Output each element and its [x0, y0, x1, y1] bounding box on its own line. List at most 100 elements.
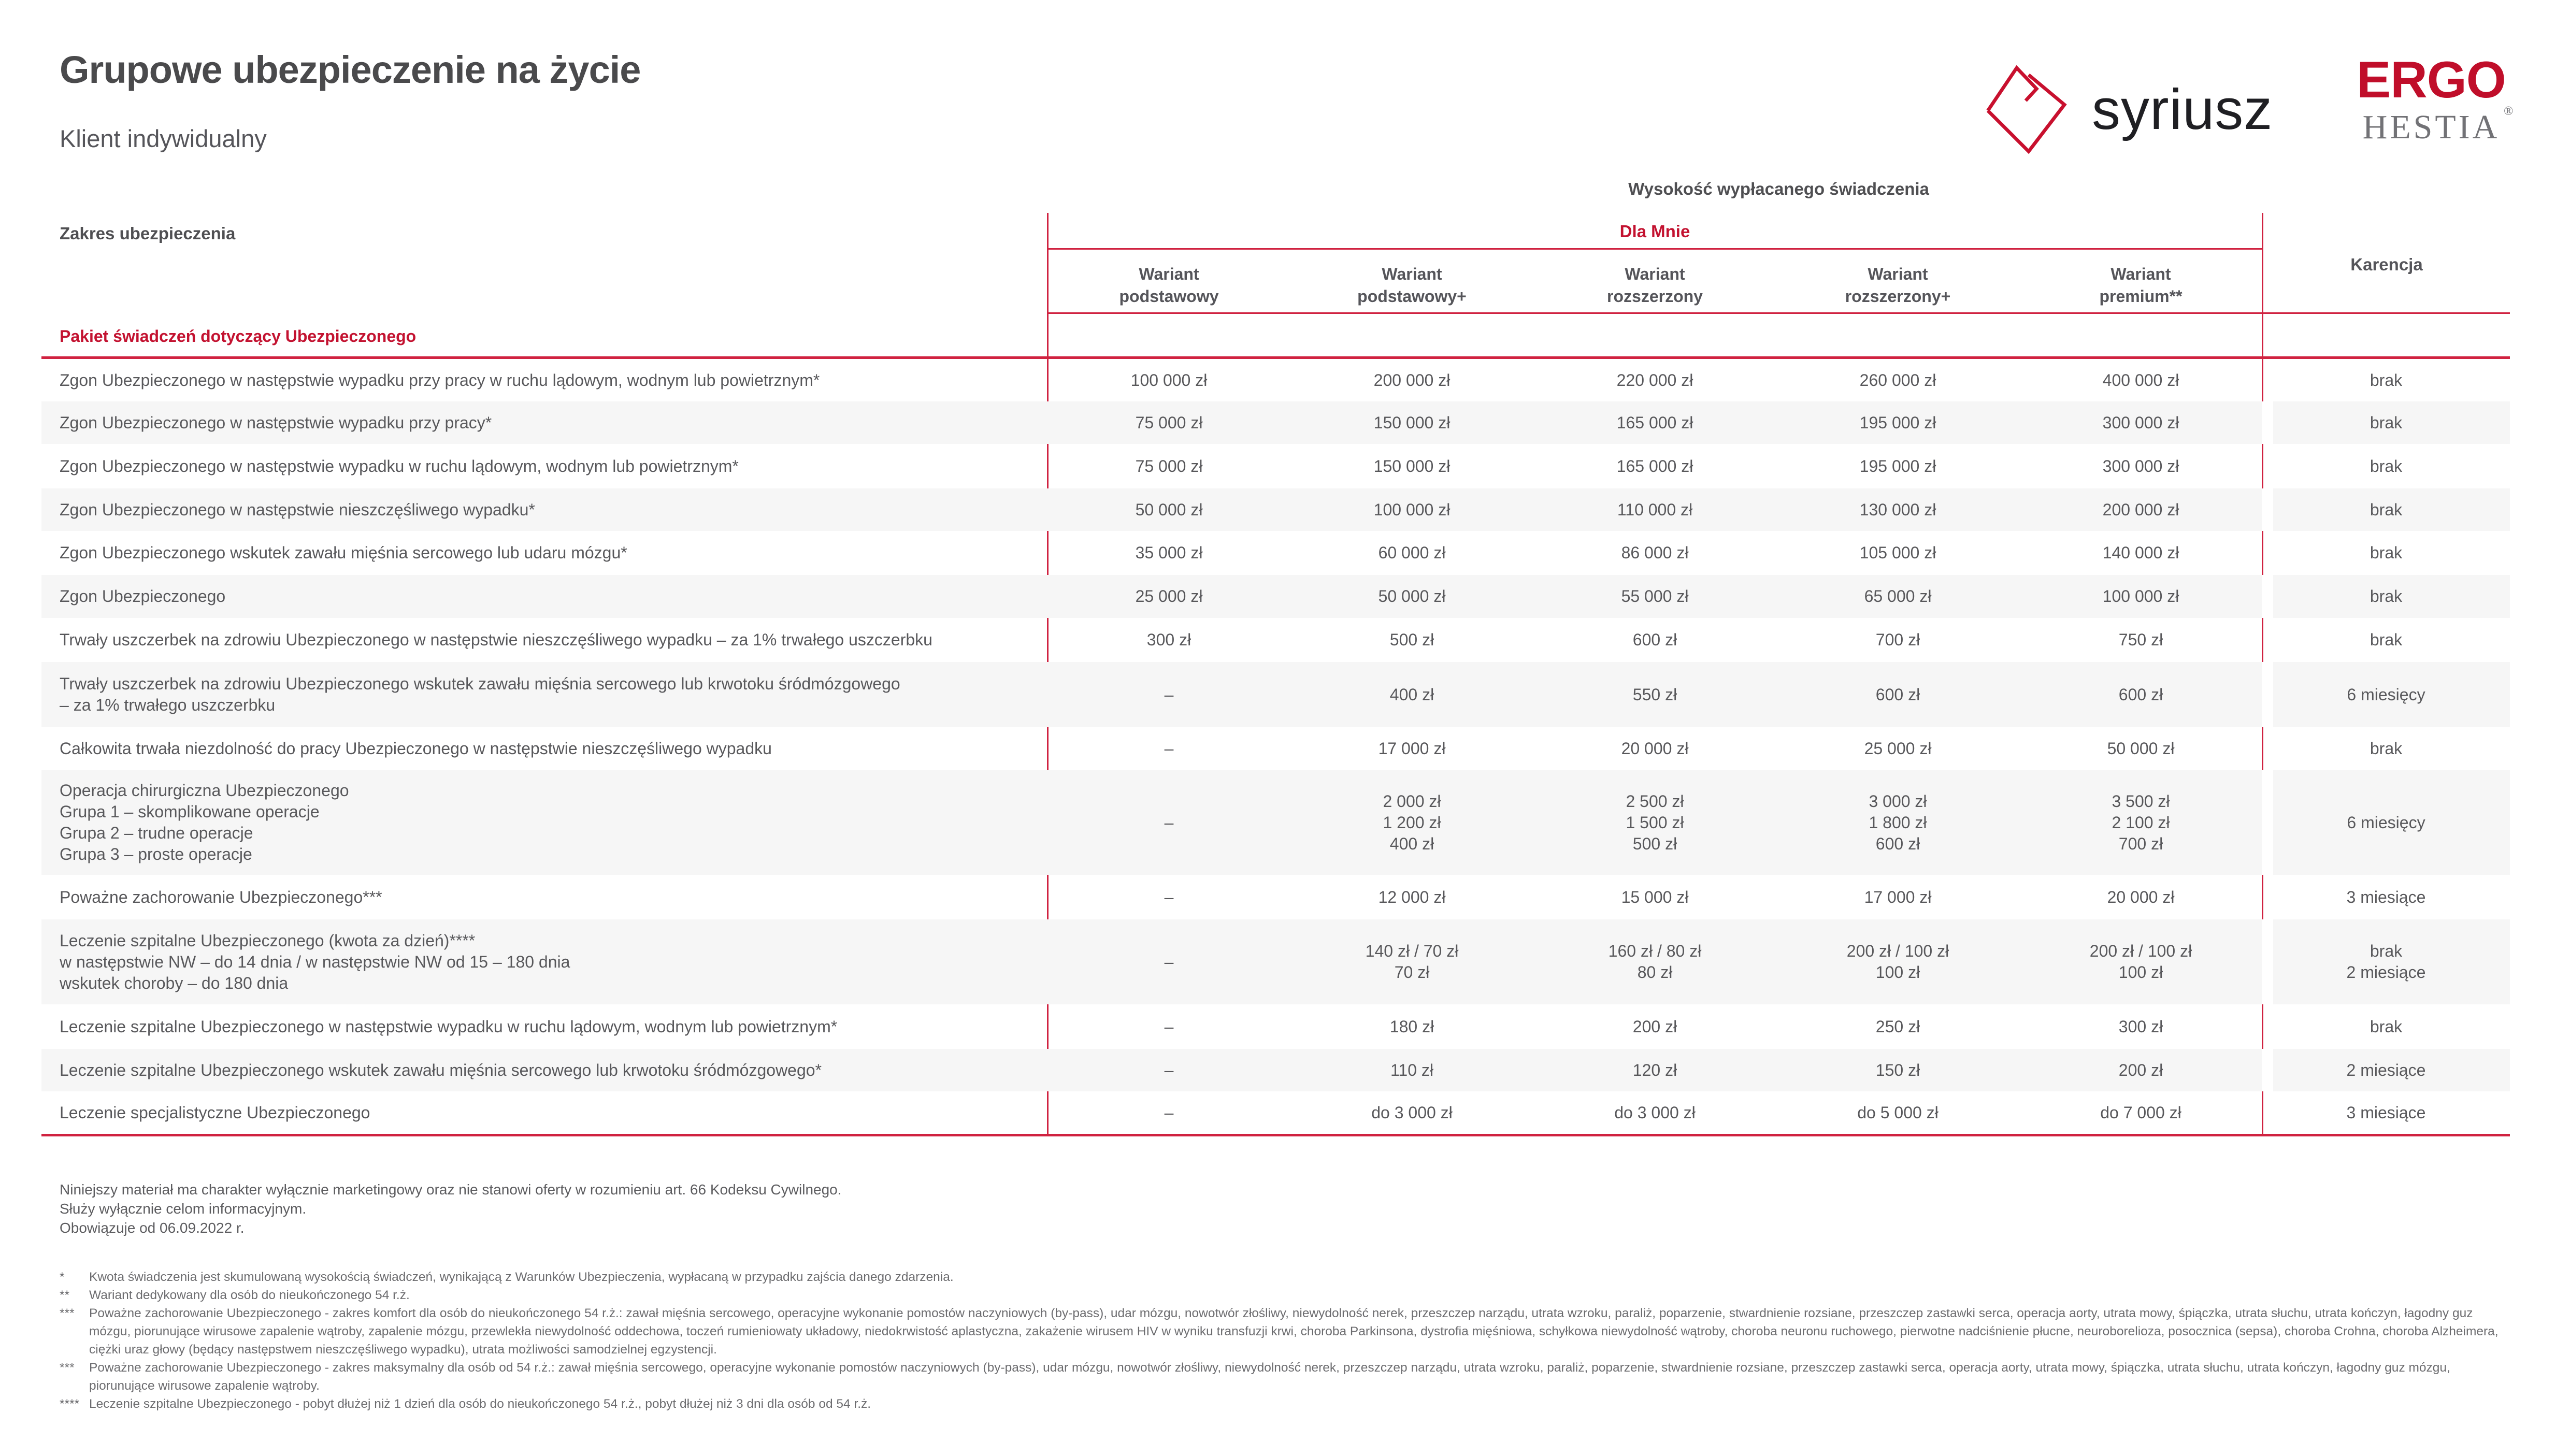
table-row: Zgon Ubezpieczonego wskutek zawału mięśn… — [41, 531, 2510, 575]
value-cell: 65 000 zł — [1864, 587, 1932, 606]
table-row: Zgon Ubezpieczonego w następstwie wypadk… — [41, 444, 2510, 488]
coverage-label: Leczenie szpitalne Ubezpieczonego w nast… — [60, 1017, 838, 1036]
footnote-marker: **** — [60, 1397, 80, 1411]
karencja-cell: brak — [2370, 456, 2403, 475]
footnotes: * Kwota świadczenia jest skumulowaną wys… — [60, 1268, 2515, 1413]
table-row: Poważne zachorowanie Ubezpieczonego*** –… — [41, 875, 2510, 919]
registered-trademark-icon: ® — [2504, 105, 2514, 118]
karencja-cell: brak — [2370, 500, 2403, 519]
value-cell: 25 000 zł — [1135, 587, 1203, 606]
syriusz-wordmark: syriusz — [2092, 77, 2273, 141]
value-cell: 500 zł — [1389, 630, 1434, 649]
variant-header-premium: Wariant premium** — [2099, 265, 2183, 306]
value-cell: 25 000 zł — [1864, 739, 1932, 758]
coverage-label: Operacja chirurgiczna Ubezpieczonego Gru… — [60, 781, 349, 863]
benefit-amount-header: Wysokość wypłacanego świadczenia — [1628, 179, 1929, 198]
value-cell: 600 zł — [1875, 685, 1920, 704]
value-cell: 55 000 zł — [1621, 587, 1689, 606]
rule-under-section — [41, 356, 2510, 359]
value-cell: 180 zł — [1389, 1017, 1434, 1036]
value-cell: 260 000 zł — [1859, 370, 1936, 390]
dla-mnie-header: Dla Mnie — [1619, 222, 1690, 241]
karencja-cell: brak — [2370, 739, 2403, 758]
karencja-cell: 6 miesięcy — [2347, 813, 2425, 832]
karencja-cell: 6 miesięcy — [2347, 685, 2425, 704]
value-cell: do 7 000 zł — [2100, 1103, 2181, 1122]
value-cell: 195 000 zł — [1859, 413, 1936, 432]
value-cell: do 3 000 zł — [1614, 1103, 1696, 1122]
karencja-cell: brak — [2370, 413, 2403, 432]
coverage-label: Zgon Ubezpieczonego — [60, 587, 226, 606]
table-row: Trwały uszczerbek na zdrowiu Ubezpieczon… — [41, 618, 2510, 662]
value-cell: 140 zł / 70 zł 70 zł — [1365, 942, 1459, 982]
value-cell: 3 000 zł 1 800 zł 600 zł — [1869, 791, 1927, 853]
value-cell: 17 000 zł — [1864, 887, 1932, 906]
karencja-cell: brak — [2370, 630, 2403, 649]
value-cell: 140 000 zł — [2102, 543, 2179, 562]
table-row: Leczenie szpitalne Ubezpieczonego w nast… — [41, 1004, 2510, 1049]
value-cell: 200 zł — [1632, 1017, 1677, 1036]
footnote-text: Poważne zachorowanie Ubezpieczonego - za… — [89, 1306, 2499, 1357]
value-cell: 35 000 zł — [1135, 543, 1203, 562]
coverage-label: Całkowita trwała niezdolność do pracy Ub… — [60, 739, 772, 758]
rule-under-variants — [1047, 312, 2510, 314]
value-cell: 600 zł — [1632, 630, 1677, 649]
karencja-header: Karencja — [2350, 255, 2423, 274]
footnote-marker: *** — [60, 1361, 75, 1375]
coverage-label: Leczenie szpitalne Ubezpieczonego wskute… — [60, 1060, 822, 1079]
value-cell: 160 zł / 80 zł 80 zł — [1608, 942, 1702, 982]
value-cell: 120 zł — [1632, 1060, 1677, 1079]
karencja-cell: brak — [2370, 370, 2403, 390]
value-cell: 60 000 zł — [1378, 543, 1446, 562]
value-cell: 100 000 zł — [1373, 500, 1451, 519]
legal-footer: Niniejszy materiał ma charakter wyłączni… — [60, 1180, 842, 1237]
syriusz-diamond-icon — [1986, 65, 2067, 154]
value-cell: 86 000 zł — [1621, 543, 1689, 562]
karencja-cell: 3 miesiące — [2346, 887, 2426, 906]
value-cell: 100 000 zł — [1130, 370, 1208, 390]
table-row: Zgon Ubezpieczonego w następstwie nieszc… — [41, 488, 2510, 531]
legal-line: Służy wyłącznie celom informacyjnym. — [60, 1201, 307, 1217]
value-cell: 150 000 zł — [1373, 456, 1451, 475]
value-cell: 400 000 zł — [2102, 370, 2179, 390]
value-cell: – — [1164, 739, 1174, 758]
coverage-label: Trwały uszczerbek na zdrowiu Ubezpieczon… — [60, 674, 900, 714]
coverage-label: Poważne zachorowanie Ubezpieczonego*** — [60, 887, 382, 906]
value-cell: – — [1164, 685, 1174, 704]
footnote-marker: *** — [60, 1306, 75, 1320]
value-cell: 300 000 zł — [2102, 413, 2179, 432]
footnote: *** Poważne zachorowanie Ubezpieczonego … — [60, 1359, 2515, 1395]
ergo-hestia-logo: ERGO HESTIA ® — [2351, 54, 2514, 145]
karencja-cell: 2 miesiące — [2346, 1060, 2426, 1079]
value-cell: 50 000 zł — [2107, 739, 2175, 758]
legal-line: Niniejszy materiał ma charakter wyłączni… — [60, 1181, 842, 1198]
value-cell: – — [1164, 813, 1174, 832]
value-cell: 200 000 zł — [1373, 370, 1451, 390]
table-bottom-rule — [41, 1134, 2510, 1136]
table-row: Leczenie specjalistyczne Ubezpieczonego … — [41, 1091, 2510, 1134]
value-cell: 12 000 zł — [1378, 887, 1446, 906]
value-cell: 200 zł — [2118, 1060, 2163, 1079]
syriusz-logo: syriusz — [1980, 56, 2273, 155]
footnote-text: Kwota świadczenia jest skumulowaną wysok… — [89, 1270, 954, 1284]
karencja-cell: 3 miesiące — [2346, 1103, 2426, 1122]
value-cell: 600 zł — [2118, 685, 2163, 704]
value-cell: 75 000 zł — [1135, 413, 1203, 432]
variant-header-rozszerzony-plus: Wariant rozszerzony+ — [1845, 265, 1951, 306]
coverage-label: Trwały uszczerbek na zdrowiu Ubezpieczon… — [60, 630, 932, 649]
value-cell: 150 000 zł — [1373, 413, 1451, 432]
value-cell: 17 000 zł — [1378, 739, 1446, 758]
value-cell: 165 000 zł — [1616, 456, 1693, 475]
coverage-scope-header: Zakres ubezpieczenia — [60, 224, 236, 243]
value-cell: 105 000 zł — [1859, 543, 1936, 562]
value-cell: do 5 000 zł — [1857, 1103, 1939, 1122]
page-subtitle: Klient indywidualny — [60, 125, 267, 152]
table-body: Zgon Ubezpieczonego w następstwie wypadk… — [41, 359, 2510, 1134]
table-row: Zgon Ubezpieczonego w następstwie wypadk… — [41, 401, 2510, 444]
coverage-label: Zgon Ubezpieczonego w następstwie wypadk… — [60, 370, 820, 390]
karencja-cell: brak — [2370, 587, 2403, 606]
value-cell: 300 000 zł — [2102, 456, 2179, 475]
karencja-cell: brak — [2370, 543, 2403, 562]
value-cell: 700 zł — [1875, 630, 1920, 649]
footnote-marker: * — [60, 1270, 65, 1284]
